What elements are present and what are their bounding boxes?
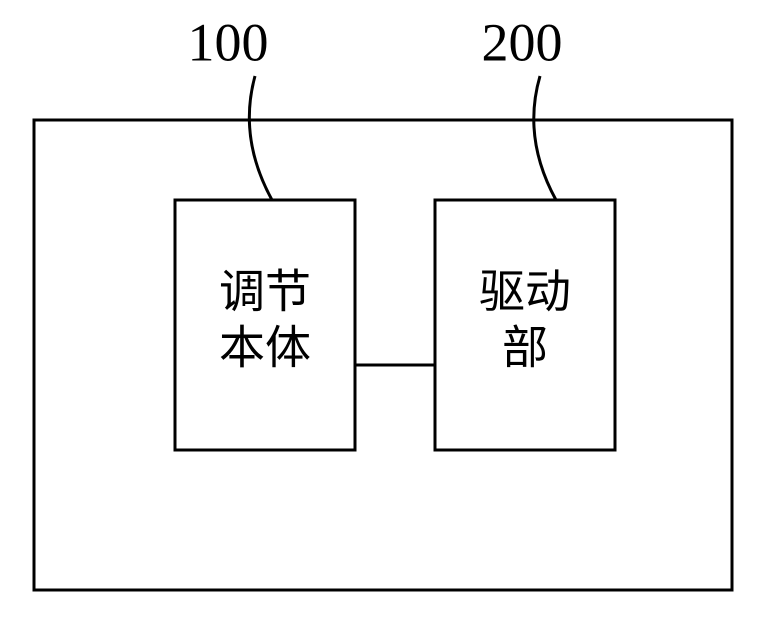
right-box-label-line2: 部	[502, 323, 548, 374]
right-leader-line	[534, 76, 556, 200]
diagram-canvas: 调节本体 100 驱动部 200	[0, 0, 766, 625]
left-box-label-line1: 调节	[219, 267, 311, 318]
left-box-label-line2: 本体	[219, 323, 311, 374]
right-box-label-line1: 驱动	[479, 267, 571, 318]
outer-container-box	[34, 120, 732, 590]
left-leader-line	[249, 76, 272, 200]
right-box-number: 200	[482, 12, 563, 72]
left-box-number: 100	[188, 12, 269, 72]
